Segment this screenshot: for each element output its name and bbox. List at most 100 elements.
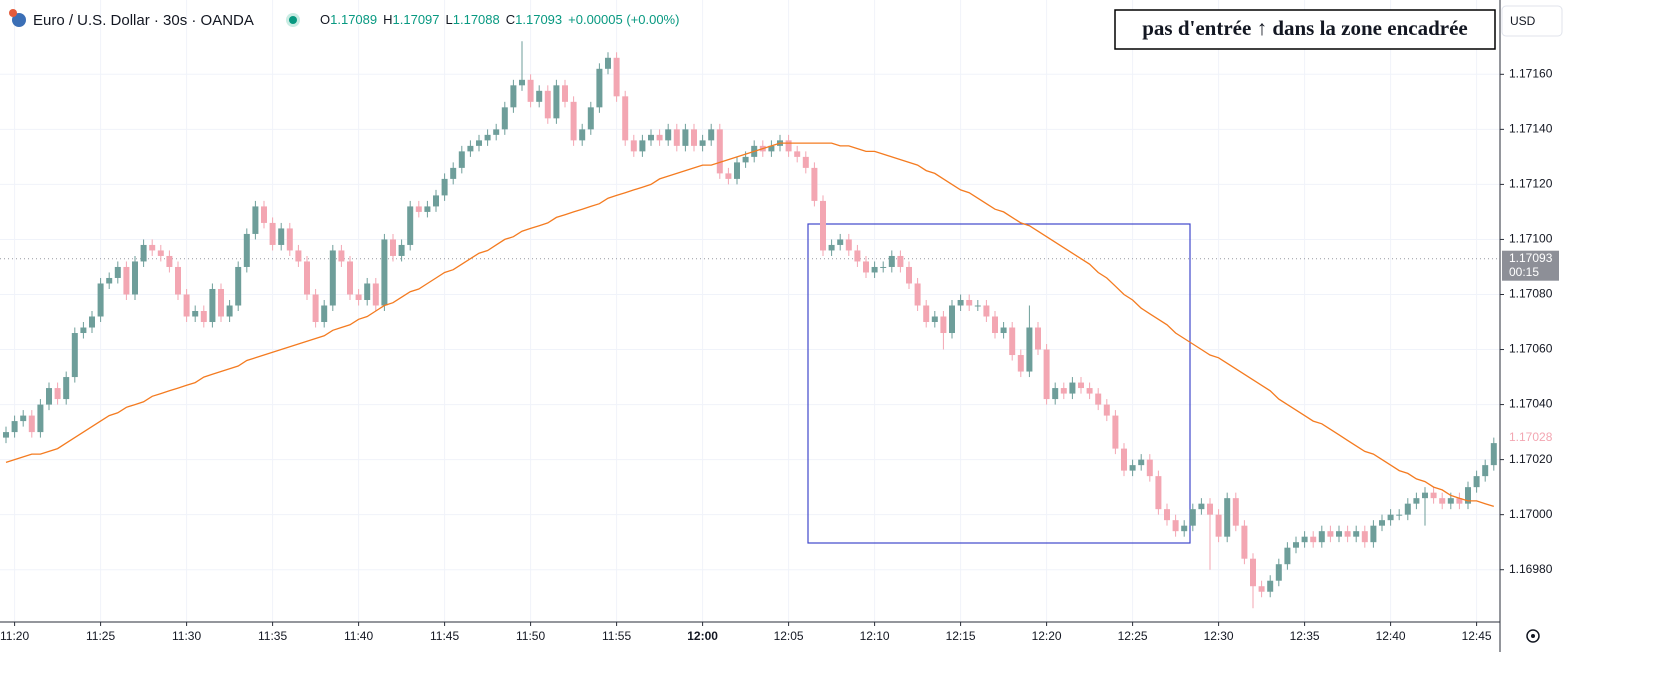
candle-body: [725, 173, 732, 179]
candle-body: [157, 250, 164, 256]
candle-body: [957, 299, 964, 306]
candle-body: [1318, 531, 1325, 543]
candle-body: [364, 283, 371, 300]
candle-body: [648, 134, 654, 141]
candle-body: [20, 415, 27, 422]
candle-body: [768, 145, 775, 152]
candle-body: [562, 85, 568, 102]
candle-body: [415, 206, 422, 212]
candle-body: [1430, 492, 1437, 499]
candle-body: [1353, 531, 1360, 537]
candle-body: [166, 255, 173, 267]
x-tick-label: 12:25: [1118, 629, 1148, 643]
candle-body: [837, 239, 844, 245]
x-tick-label: 11:50: [516, 629, 545, 643]
y-tick-label: 1.17060: [1509, 342, 1553, 356]
candle-body: [450, 167, 457, 179]
candle-body: [1482, 465, 1489, 477]
candle-body: [1301, 536, 1308, 543]
candle-body: [510, 85, 517, 108]
currency[interactable]: USD: [1510, 14, 1536, 28]
candle-body: [46, 388, 52, 405]
candle-body: [613, 57, 620, 97]
candle-body: [123, 266, 130, 295]
candle-body: [983, 305, 990, 317]
candle-body: [243, 233, 250, 267]
price-tag: [1502, 250, 1559, 281]
ema-tag: [1502, 429, 1559, 446]
candle-body: [1387, 514, 1394, 521]
symbol-title[interactable]: Euro / U.S. Dollar · 30s · OANDA: [33, 12, 254, 29]
candle-body: [1344, 531, 1351, 537]
annotation: pas d'entrée ↑ dans la zone encadrée: [1142, 16, 1467, 40]
candle-body: [424, 206, 431, 212]
x-tick-label: 11:55: [602, 629, 631, 643]
y-tick-label: 1.16980: [1509, 562, 1553, 576]
candle-body: [295, 250, 302, 262]
candle-body: [880, 266, 887, 268]
candle-body: [501, 107, 508, 130]
annotation-box: [1114, 9, 1496, 50]
candle-body: [992, 316, 998, 334]
x-tick-label: 11:45: [430, 629, 459, 643]
candle-body: [519, 79, 525, 86]
candle-body: [381, 239, 388, 306]
candle-body: [433, 195, 439, 207]
candle-body: [1327, 531, 1334, 537]
candle-body: [1155, 476, 1162, 510]
candle-body: [1284, 547, 1291, 565]
settings-icon[interactable]: [1526, 629, 1540, 643]
readout-value: 1.17089: [330, 12, 377, 27]
candle-body: [1310, 536, 1317, 543]
candle-body: [1293, 542, 1299, 548]
candle-body: [71, 333, 78, 378]
candle-body: [209, 288, 216, 323]
candle-body: [286, 228, 293, 251]
candle-body: [1422, 492, 1428, 499]
candle-body: [1241, 525, 1248, 559]
candle-body: [441, 178, 448, 196]
candle-body: [708, 129, 715, 141]
readout-key: L: [446, 12, 453, 27]
candle-body: [458, 151, 465, 168]
candle-body: [1473, 476, 1480, 488]
candle-body: [11, 421, 18, 433]
readout-key: C: [506, 12, 515, 27]
candle-body: [1052, 388, 1059, 400]
candle-body: [949, 305, 955, 334]
x-tick-label: 12:30: [1204, 629, 1234, 643]
candle-body: [1103, 404, 1110, 416]
y-tick-label: 1.17040: [1509, 397, 1553, 411]
readout-value: 1.17088: [453, 12, 500, 27]
candle-body: [1267, 580, 1274, 592]
candle-body: [742, 156, 749, 163]
currency-button[interactable]: [1501, 5, 1563, 37]
x-tick-label: 12:00: [687, 629, 718, 643]
candle-body: [734, 162, 740, 179]
readout-key: H: [383, 12, 392, 27]
candle-body: [716, 129, 723, 174]
candle-body: [656, 134, 663, 141]
candle-body: [218, 288, 224, 317]
candle-body: [699, 140, 706, 146]
candle-body: [1456, 498, 1463, 504]
candle-body: [355, 294, 362, 300]
candle-body: [261, 206, 267, 223]
candle-body: [1164, 509, 1170, 521]
candle-body: [1439, 498, 1446, 504]
x-tick-label: 11:30: [172, 629, 201, 643]
candle-body: [132, 261, 138, 295]
y-tick-label: 1.17000: [1509, 507, 1553, 521]
candle-body: [192, 311, 199, 317]
candle-body: [639, 140, 646, 152]
candle-body: [398, 244, 405, 256]
candle-body: [1379, 520, 1385, 526]
candle-body: [1275, 564, 1282, 581]
candle-body: [811, 167, 818, 201]
candle-body: [1121, 448, 1127, 471]
candle-body: [329, 250, 336, 306]
candle-body: [820, 200, 826, 251]
candle-body: [1009, 327, 1016, 356]
readout-change: +0.00005 (+0.00%): [568, 12, 679, 27]
